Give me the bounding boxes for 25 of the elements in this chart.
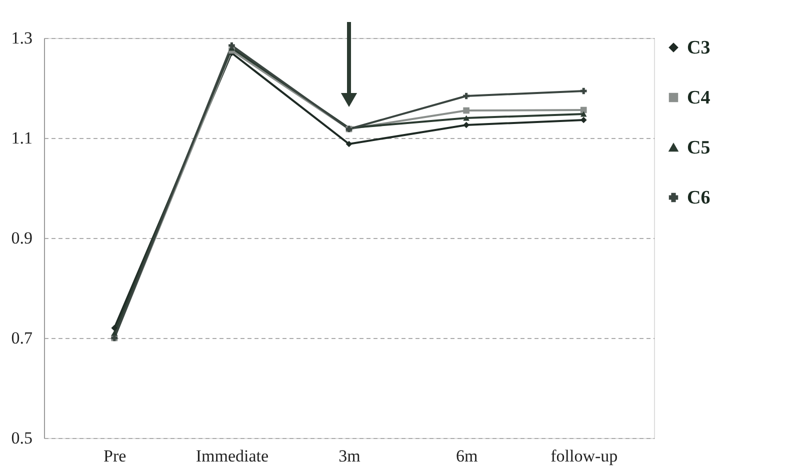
point xyxy=(463,115,470,121)
x-tick-label: Pre xyxy=(104,446,126,466)
x-tick-label: 3m xyxy=(338,446,360,466)
y-tick-label: 0.9 xyxy=(11,228,32,248)
legend-label: C6 xyxy=(687,188,710,208)
y-tick-label: 0.7 xyxy=(11,328,33,348)
point xyxy=(463,122,470,128)
point xyxy=(111,324,118,332)
point xyxy=(580,106,587,114)
point xyxy=(463,107,470,114)
y-tick-label: 0.5 xyxy=(11,428,32,448)
point xyxy=(346,140,352,148)
y-tick-label: 1.1 xyxy=(11,128,32,148)
legend-label: C3 xyxy=(687,38,710,58)
legend-label: C5 xyxy=(687,138,710,158)
point xyxy=(580,116,587,124)
point xyxy=(580,88,587,94)
point xyxy=(463,92,470,100)
x-tick-label: Immediate xyxy=(196,446,269,466)
point xyxy=(580,111,587,117)
x-tick-label: follow-up xyxy=(550,446,618,466)
legend-label: C4 xyxy=(687,88,711,108)
point xyxy=(228,42,235,49)
y-tick-label: 1.3 xyxy=(11,28,32,48)
x-tick-label: 6m xyxy=(456,446,478,466)
